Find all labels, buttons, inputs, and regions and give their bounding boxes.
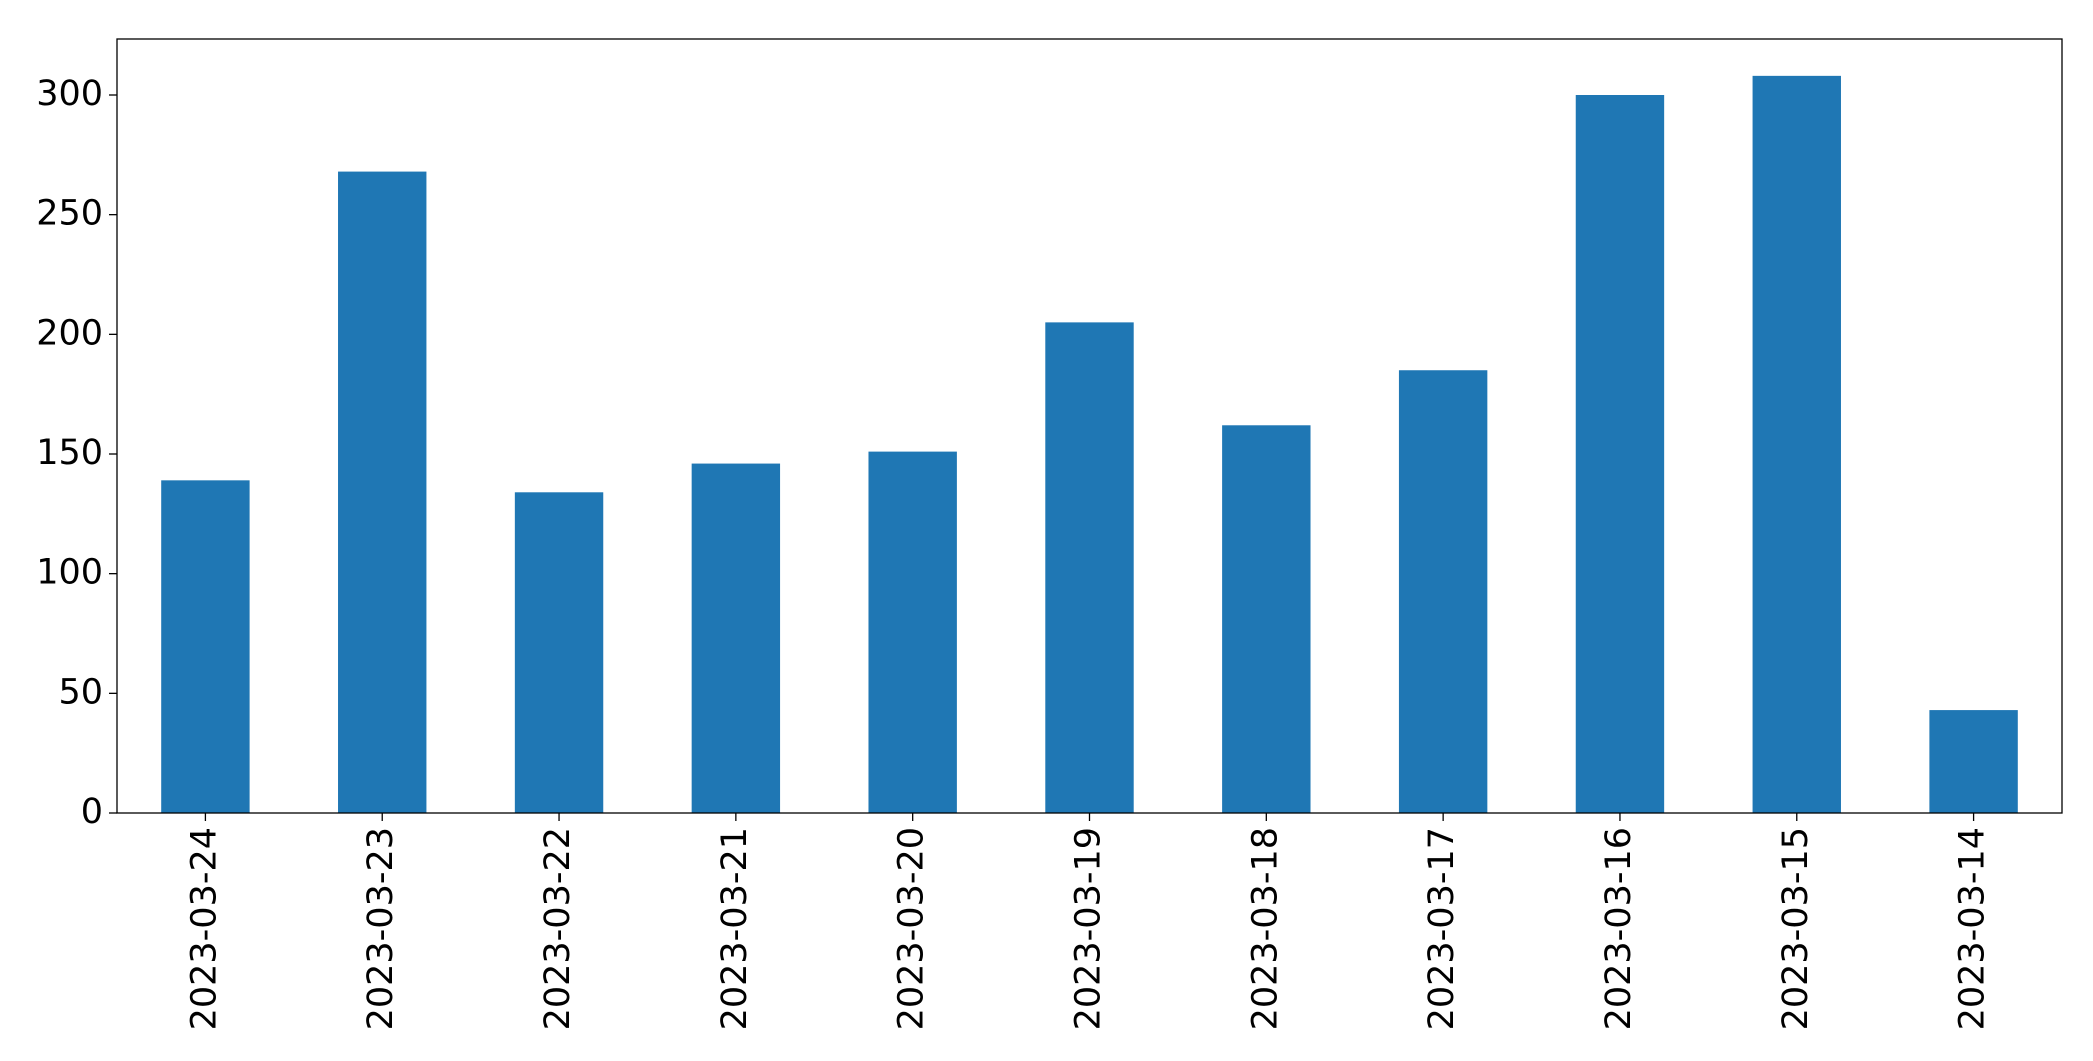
- bar: [1398, 370, 1488, 813]
- x-tick-label: 2023-03-18: [1245, 827, 1285, 1030]
- x-tick-label: 2023-03-21: [715, 827, 755, 1030]
- bar: [1045, 322, 1134, 813]
- x-tick-label: 2023-03-19: [1069, 827, 1109, 1030]
- x-tick-label: 2023-03-23: [361, 827, 401, 1030]
- y-tick-label: 200: [36, 313, 103, 353]
- y-tick-label: 250: [36, 194, 103, 234]
- bar: [1222, 425, 1311, 813]
- bar: [868, 451, 957, 813]
- y-tick-label: 300: [36, 74, 103, 114]
- x-tick-label: 2023-03-14: [1953, 827, 1993, 1030]
- y-tick-label: 100: [36, 553, 103, 593]
- y-tick-label: 150: [36, 433, 103, 473]
- bar: [1929, 710, 2018, 813]
- x-tick-label: 2023-03-24: [184, 827, 224, 1030]
- bar: [338, 171, 427, 814]
- x-tick-label: 2023-03-20: [892, 827, 932, 1030]
- y-tick-label: 50: [58, 672, 103, 712]
- bar: [691, 463, 781, 813]
- x-tick-label: 2023-03-17: [1422, 827, 1462, 1030]
- bar: [514, 492, 604, 813]
- x-tick-label: 2023-03-16: [1599, 827, 1639, 1030]
- x-tick-label: 2023-03-15: [1776, 827, 1816, 1030]
- x-tick-label: 2023-03-22: [538, 827, 578, 1030]
- bar: [1752, 75, 1841, 814]
- plot-frame: [116, 38, 2063, 814]
- bar: [1575, 95, 1665, 813]
- bar: [161, 480, 250, 813]
- y-tick-label: 0: [81, 792, 103, 832]
